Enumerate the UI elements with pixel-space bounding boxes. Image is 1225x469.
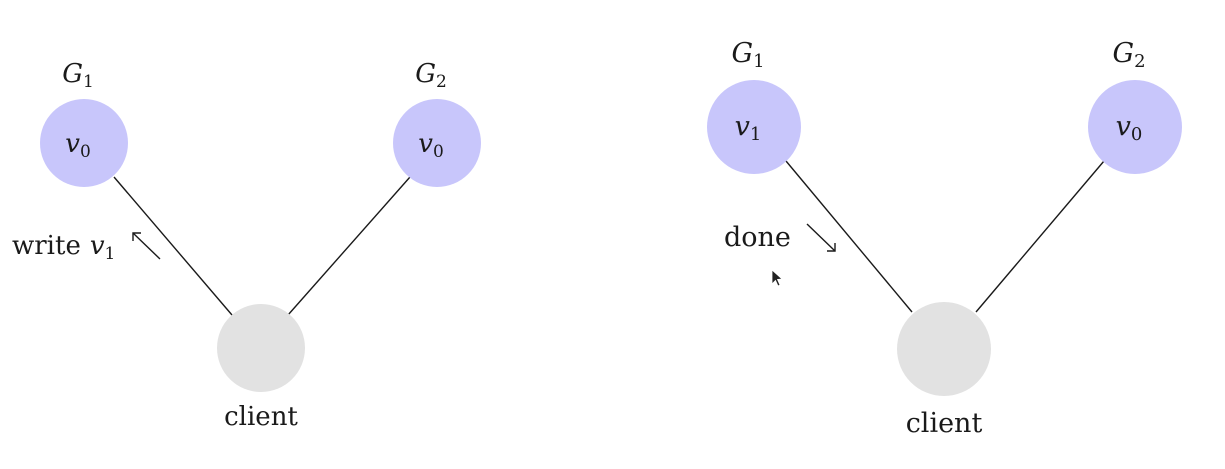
right-edge-g1-client [785, 160, 913, 313]
left-g2-node[interactable]: v0 [393, 99, 481, 187]
right-diagram: v1 G1 v0 G2 client done [707, 38, 1182, 439]
right-message-label: done [724, 222, 791, 253]
left-edge-g1-client [113, 176, 233, 316]
right-g1-value: v1 [735, 111, 762, 145]
right-client-circle [897, 302, 991, 396]
left-g1-node[interactable]: v0 [40, 99, 128, 187]
left-g1-label: G1 [62, 59, 94, 92]
right-client-label: client [906, 408, 983, 439]
right-g2-value: v0 [1116, 111, 1143, 145]
right-g2-label: G2 [1112, 38, 1145, 72]
right-g1-node[interactable]: v1 [707, 80, 801, 174]
right-client-node[interactable] [897, 302, 991, 396]
right-g2-circle [1088, 80, 1182, 174]
right-message-arrow-icon [806, 223, 836, 252]
left-g2-value: v0 [418, 129, 444, 162]
left-g1-value: v0 [65, 129, 91, 162]
right-g1-circle [707, 80, 801, 174]
left-g1-circle [40, 99, 128, 187]
left-edge-g2-client [287, 176, 411, 316]
left-message-arrow-icon [132, 232, 161, 260]
right-g2-node[interactable]: v0 [1088, 80, 1182, 174]
mouse-pointer-icon [771, 269, 783, 287]
left-client-circle [217, 304, 305, 392]
right-edge-g2-client [975, 160, 1105, 313]
left-diagram: v0 G1 v0 G2 client write v1 [12, 59, 481, 432]
left-client-label: client [224, 402, 298, 432]
right-g1-label: G1 [731, 38, 764, 72]
left-g2-circle [393, 99, 481, 187]
left-message-label: write v1 [12, 231, 115, 264]
left-g2-label: G2 [415, 59, 447, 92]
left-client-node[interactable] [217, 304, 305, 392]
